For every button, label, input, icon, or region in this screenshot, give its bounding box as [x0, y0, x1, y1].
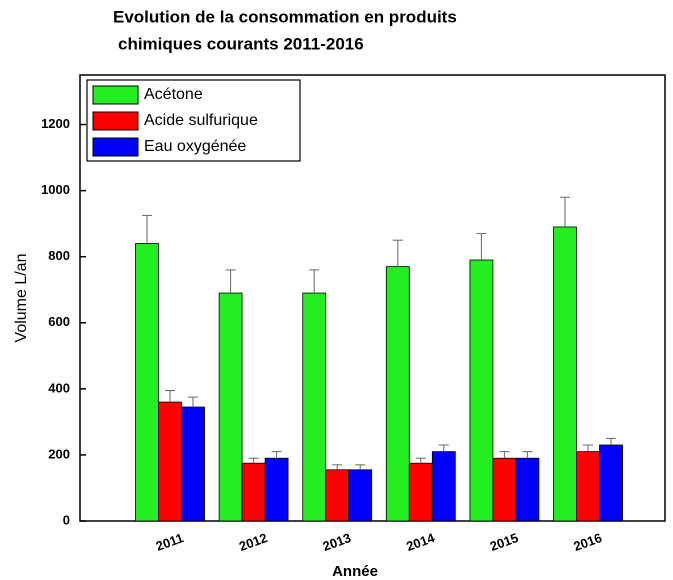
bar — [241, 462, 266, 522]
y-tick-label: 0 — [63, 512, 70, 527]
legend-label: Acide sulfurique — [144, 112, 258, 129]
y-axis-label: Volume L/an — [13, 254, 30, 343]
legend-swatch — [92, 137, 139, 157]
legend-label: Eau oxygénée — [144, 138, 246, 155]
y-tick-label: 200 — [48, 446, 70, 461]
bar — [218, 292, 243, 522]
legend-swatch — [92, 85, 139, 105]
bar — [135, 243, 159, 522]
x-tick-label: 2013 — [321, 530, 353, 554]
bar — [302, 292, 327, 522]
x-tick-label: 2014 — [404, 530, 437, 554]
x-axis-label: Année — [332, 563, 378, 580]
bar — [492, 457, 517, 522]
bar — [469, 259, 494, 522]
bar — [599, 444, 623, 522]
bar — [385, 266, 410, 522]
chart-title: chimiques courants 2011-2016 — [118, 34, 364, 53]
bar — [181, 406, 205, 522]
bar — [264, 457, 289, 522]
bar — [431, 451, 456, 522]
y-tick-label: 800 — [48, 248, 70, 263]
y-tick-label: 400 — [48, 380, 70, 395]
y-tick-label: 1000 — [41, 182, 70, 197]
y-tick-label: 600 — [48, 314, 70, 329]
bar — [515, 457, 540, 522]
x-tick-label: 2012 — [237, 530, 269, 554]
x-tick-label: 2011 — [154, 530, 186, 554]
legend-swatch — [92, 111, 139, 131]
plot-frame — [79, 74, 666, 522]
bar — [158, 401, 182, 522]
bar — [576, 451, 600, 522]
bar — [408, 462, 433, 522]
x-tick-label: 2016 — [571, 530, 603, 554]
y-tick-label: 1200 — [41, 116, 70, 131]
x-tick-label: 2015 — [488, 530, 520, 554]
bar — [325, 469, 350, 522]
bar — [553, 226, 577, 522]
legend-label: Acétone — [144, 86, 203, 103]
chart-title: Evolution de la consommation en produits — [113, 7, 457, 26]
bar — [348, 469, 373, 522]
